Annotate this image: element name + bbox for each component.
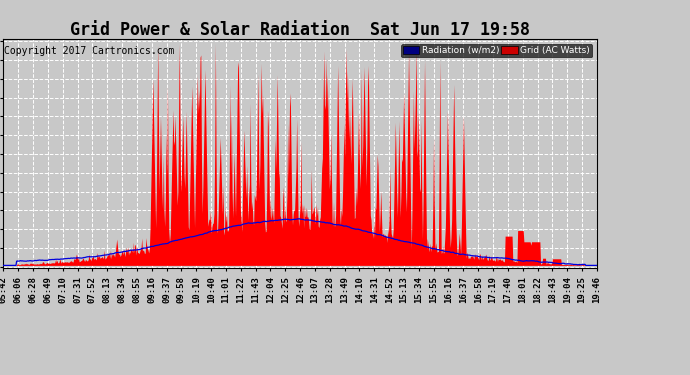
Text: Copyright 2017 Cartronics.com: Copyright 2017 Cartronics.com [4, 46, 175, 56]
Legend: Radiation (w/m2), Grid (AC Watts): Radiation (w/m2), Grid (AC Watts) [401, 44, 592, 57]
Title: Grid Power & Solar Radiation  Sat Jun 17 19:58: Grid Power & Solar Radiation Sat Jun 17 … [70, 21, 530, 39]
